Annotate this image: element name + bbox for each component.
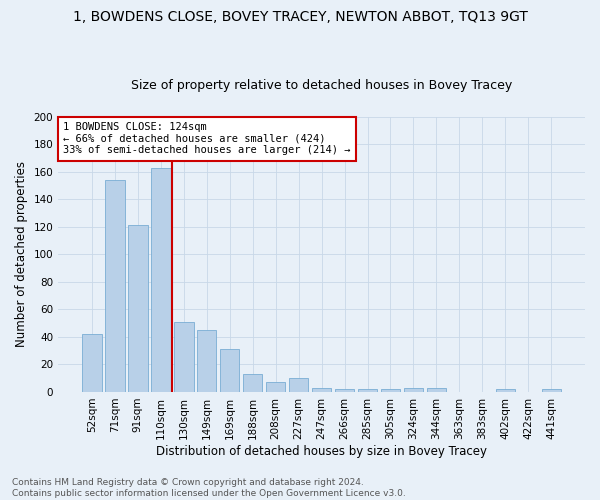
Bar bbox=[289, 378, 308, 392]
Bar bbox=[542, 389, 561, 392]
Bar bbox=[312, 388, 331, 392]
Bar bbox=[404, 388, 423, 392]
Bar bbox=[151, 168, 170, 392]
Bar bbox=[335, 389, 355, 392]
Text: Contains HM Land Registry data © Crown copyright and database right 2024.
Contai: Contains HM Land Registry data © Crown c… bbox=[12, 478, 406, 498]
Bar bbox=[427, 388, 446, 392]
Bar bbox=[381, 389, 400, 392]
Title: Size of property relative to detached houses in Bovey Tracey: Size of property relative to detached ho… bbox=[131, 79, 512, 92]
Bar bbox=[266, 382, 286, 392]
Bar bbox=[243, 374, 262, 392]
Bar bbox=[105, 180, 125, 392]
Bar bbox=[128, 226, 148, 392]
Text: 1 BOWDENS CLOSE: 124sqm
← 66% of detached houses are smaller (424)
33% of semi-d: 1 BOWDENS CLOSE: 124sqm ← 66% of detache… bbox=[64, 122, 351, 156]
Bar bbox=[197, 330, 217, 392]
Bar bbox=[358, 389, 377, 392]
X-axis label: Distribution of detached houses by size in Bovey Tracey: Distribution of detached houses by size … bbox=[156, 444, 487, 458]
Bar bbox=[82, 334, 101, 392]
Y-axis label: Number of detached properties: Number of detached properties bbox=[15, 162, 28, 348]
Bar bbox=[174, 322, 194, 392]
Bar bbox=[220, 350, 239, 392]
Bar bbox=[496, 389, 515, 392]
Text: 1, BOWDENS CLOSE, BOVEY TRACEY, NEWTON ABBOT, TQ13 9GT: 1, BOWDENS CLOSE, BOVEY TRACEY, NEWTON A… bbox=[73, 10, 527, 24]
